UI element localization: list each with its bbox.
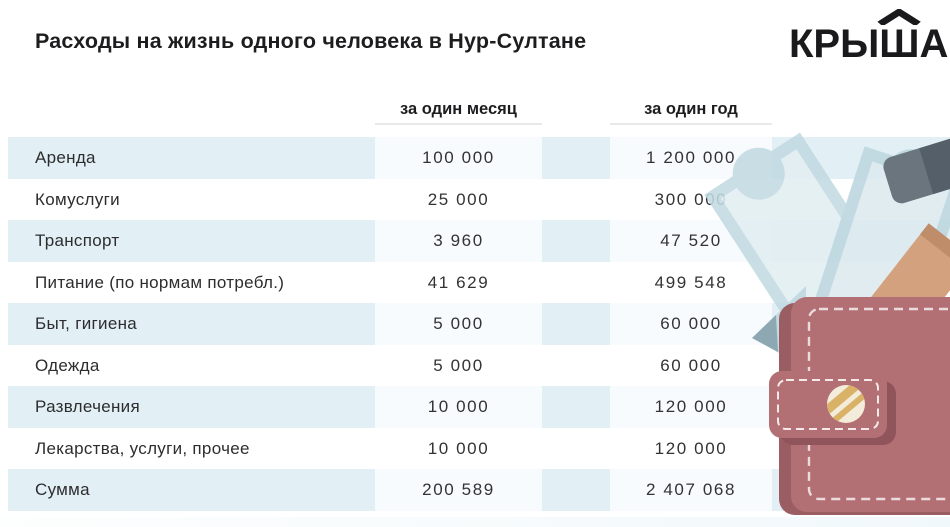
row-label: Развлечения — [35, 397, 140, 416]
row-month-value: 200 589 — [375, 469, 542, 511]
row-month-value: 25 000 — [375, 178, 542, 220]
roof-icon — [877, 9, 922, 25]
row-month-value: 5 000 — [375, 303, 542, 345]
row-label: Комуслуги — [35, 189, 120, 209]
row-year-value: 60 000 — [610, 344, 772, 386]
row-month-value: 10 000 — [375, 386, 542, 428]
row-month-value: 100 000 — [375, 137, 542, 179]
row-year-value: 120 000 — [610, 427, 772, 469]
table-row: Комуслуги 25 000 300 000 — [8, 178, 950, 220]
row-month-value: 10 000 — [375, 427, 542, 469]
row-label: Питание (по нормам потребл.) — [35, 272, 285, 292]
row-label: Одежда — [35, 355, 100, 375]
row-year-value: 47 520 — [610, 220, 772, 262]
column-header-month: за один месяц — [375, 98, 542, 125]
row-label: Быт, гигиена — [35, 314, 138, 333]
row-label: Аренда — [35, 148, 96, 167]
row-month-value: 3 960 — [375, 220, 542, 262]
row-year-value: 2 407 068 — [610, 469, 772, 511]
logo-text-left: КРЫ — [789, 22, 880, 66]
table-row: Питание (по нормам потребл.) 41 629 499 … — [8, 261, 950, 303]
column-header-year: за один год — [610, 98, 772, 125]
row-year-value: 499 548 — [610, 261, 772, 303]
row-year-value: 1 200 000 — [610, 137, 772, 179]
row-year-value: 60 000 — [610, 303, 772, 345]
row-year-value: 300 000 — [610, 178, 772, 220]
table-row: Развлечения 10 000 120 000 — [8, 386, 950, 428]
row-month-value: 41 629 — [375, 261, 542, 303]
bottom-bar — [0, 517, 950, 527]
page-title: Расходы на жизнь одного человека в Нур-С… — [35, 29, 587, 53]
table-row: Сумма 200 589 2 407 068 — [8, 469, 950, 511]
expenses-table: Аренда 100 000 1 200 000 Комуслуги 25 00… — [8, 137, 950, 511]
krysha-logo: КРЫ Ш А — [789, 9, 949, 66]
row-label: Сумма — [35, 480, 90, 499]
row-label: Транспорт — [35, 231, 120, 250]
table-row: Транспорт 3 960 47 520 — [8, 220, 950, 262]
row-month-value: 5 000 — [375, 344, 542, 386]
table-row: Одежда 5 000 60 000 — [8, 344, 950, 386]
table-row: Быт, гигиена 5 000 60 000 — [8, 303, 950, 345]
row-label: Лекарства, услуги, прочее — [35, 438, 250, 458]
table-row: Аренда 100 000 1 200 000 — [8, 137, 950, 179]
logo-roof-letter: Ш — [877, 9, 922, 64]
row-year-value: 120 000 — [610, 386, 772, 428]
table-row: Лекарства, услуги, прочее 10 000 120 000 — [8, 427, 950, 469]
logo-text-right: А — [919, 22, 949, 66]
